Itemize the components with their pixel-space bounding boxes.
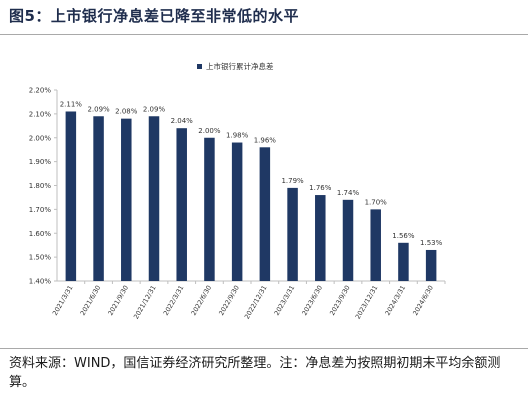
bar-value-label: 1.96% bbox=[254, 136, 277, 144]
bar bbox=[342, 199, 354, 281]
x-tick-label: 2022/9/30 bbox=[217, 284, 241, 317]
bar bbox=[93, 116, 104, 281]
net-interest-margin-bar-chart: 上市银行累计净息差 1.40% 1.50% 1.60% 1.70% 1.80% 1.90% 2… bbox=[29, 61, 446, 320]
x-tick-label: 2024/6/30 bbox=[411, 284, 435, 317]
x-tick-label: 2023/12/31 bbox=[354, 284, 380, 320]
y-tick-label: 2.10% bbox=[29, 110, 52, 118]
y-tick-label: 1.50% bbox=[29, 254, 52, 262]
bar bbox=[121, 118, 132, 282]
x-tick-label: 2024/3/31 bbox=[384, 284, 408, 317]
y-tick-label: 1.80% bbox=[29, 182, 52, 190]
x-tick-label: 2021/9/30 bbox=[106, 284, 130, 317]
x-tick-label: 2022/12/31 bbox=[243, 284, 269, 320]
x-tick-label: 2023/6/30 bbox=[300, 284, 324, 317]
source-note: 资料来源：WIND，国信证券经济研究所整理。注：净息差为按照期初期末平均余额测算… bbox=[9, 356, 501, 390]
bar bbox=[204, 137, 215, 281]
bar bbox=[370, 209, 381, 281]
bar-value-label: 1.53% bbox=[420, 239, 443, 247]
x-tick-label: 2022/3/31 bbox=[162, 284, 186, 317]
title-divider bbox=[0, 34, 528, 35]
figure-title: 图5：上市银行净息差已降至非常低的水平 bbox=[9, 7, 299, 25]
bar-value-label: 1.79% bbox=[281, 177, 304, 185]
x-tick-label: 2021/3/31 bbox=[51, 284, 75, 317]
bar-value-label: 1.76% bbox=[309, 184, 332, 192]
y-tick-label: 1.90% bbox=[29, 158, 52, 166]
bar bbox=[425, 249, 437, 281]
y-tick-label: 1.70% bbox=[29, 206, 52, 214]
legend-swatch bbox=[197, 64, 202, 69]
x-tick-label: 2023/3/31 bbox=[273, 284, 297, 317]
bar bbox=[398, 242, 409, 281]
footer-divider bbox=[0, 348, 528, 349]
bar-value-label: 1.56% bbox=[392, 232, 415, 240]
y-tick-label: 2.00% bbox=[29, 134, 52, 142]
bar-value-label: 1.74% bbox=[337, 189, 360, 197]
x-tick-label: 2022/6/30 bbox=[190, 284, 214, 317]
y-tick-label: 1.60% bbox=[29, 230, 52, 238]
y-tick-label: 2.20% bbox=[29, 87, 52, 95]
bar-value-label: 2.00% bbox=[198, 127, 221, 135]
bar-value-label: 2.04% bbox=[171, 117, 194, 125]
bar-value-label: 1.70% bbox=[365, 198, 388, 206]
bar bbox=[259, 147, 271, 281]
bar bbox=[148, 116, 160, 281]
bar bbox=[231, 142, 243, 281]
legend-label: 上市银行累计净息差 bbox=[206, 61, 274, 71]
bar-value-label: 1.98% bbox=[226, 132, 249, 140]
x-tick-label: 2021/12/31 bbox=[132, 284, 158, 320]
bar-value-label: 2.11% bbox=[60, 100, 83, 108]
bar-value-label: 2.09% bbox=[143, 105, 166, 113]
x-tick-label: 2021/6/30 bbox=[79, 284, 103, 317]
bar-value-label: 2.08% bbox=[115, 108, 138, 116]
bar bbox=[315, 195, 326, 281]
x-tick-label: 2023/9/30 bbox=[328, 284, 352, 317]
bar bbox=[287, 187, 298, 281]
bar bbox=[65, 111, 77, 281]
y-tick-label: 1.40% bbox=[29, 278, 52, 286]
bar bbox=[176, 128, 187, 281]
bar-value-label: 2.09% bbox=[87, 105, 110, 113]
